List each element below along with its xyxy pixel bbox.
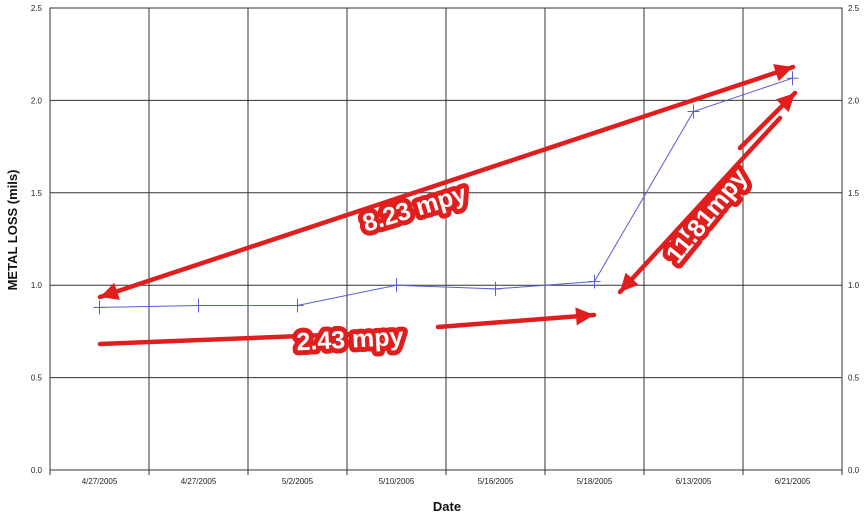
x-tick-label: 6/21/2005 [775,477,811,486]
x-tick-label: 5/2/2005 [282,477,314,486]
arrow-2-43-left [97,325,355,347]
y-axis-right: 0.0 0.5 1.0 1.5 2.0 2.5 [848,4,860,475]
data-point [93,300,106,315]
y-tick-label: 0.5 [848,374,860,383]
data-point [786,71,799,86]
y-tick-label: 1.5 [848,189,860,198]
y-tick-label: 0.5 [31,374,43,383]
data-point [687,104,700,119]
data-point [192,298,205,313]
series-line [99,77,793,308]
y-tick-label: 2.0 [31,96,43,105]
arrow-2-43-right [435,307,597,330]
y-tick-label: 2.5 [848,4,860,13]
y-axis-left: 0.0 0.5 1.0 1.5 2.0 2.5 [31,4,43,475]
x-axis: 4/27/2005 4/27/2005 5/2/2005 5/10/2005 5/16/… [49,470,843,486]
y-tick-label: 1.0 [848,281,860,290]
annotation-label: 11.81mpy [661,163,754,268]
y-tick-label: 0.0 [848,466,860,475]
series [93,71,799,315]
x-tick-label: 5/16/2005 [478,477,514,486]
grid [49,7,843,471]
y-tick-label: 2.5 [31,4,43,13]
data-point [588,274,601,289]
annotation-label: 8.23 mpy [359,180,470,238]
y-tick-label: 0.0 [31,466,43,475]
x-tick-label: 4/27/2005 [82,477,118,486]
x-tick-label: 4/27/2005 [181,477,217,486]
x-tick-label: 5/18/2005 [577,477,613,486]
arrow-8-23 [97,64,796,300]
data-point [489,281,502,296]
y-axis-title: METAL LOSS (mils) [5,170,20,291]
data-point [291,298,304,313]
arrow-11-81-upper [737,90,798,151]
arrow-11-81-lower [617,115,783,295]
x-tick-label: 6/13/2005 [676,477,712,486]
annotation-label: 2.43 mpy [296,323,404,357]
y-tick-label: 1.5 [31,189,43,198]
x-tick-label: 5/10/2005 [379,477,415,486]
y-tick-label: 2.0 [848,96,860,105]
x-axis-title: Date [433,499,461,514]
y-tick-label: 1.0 [31,281,43,290]
data-point [390,278,403,293]
